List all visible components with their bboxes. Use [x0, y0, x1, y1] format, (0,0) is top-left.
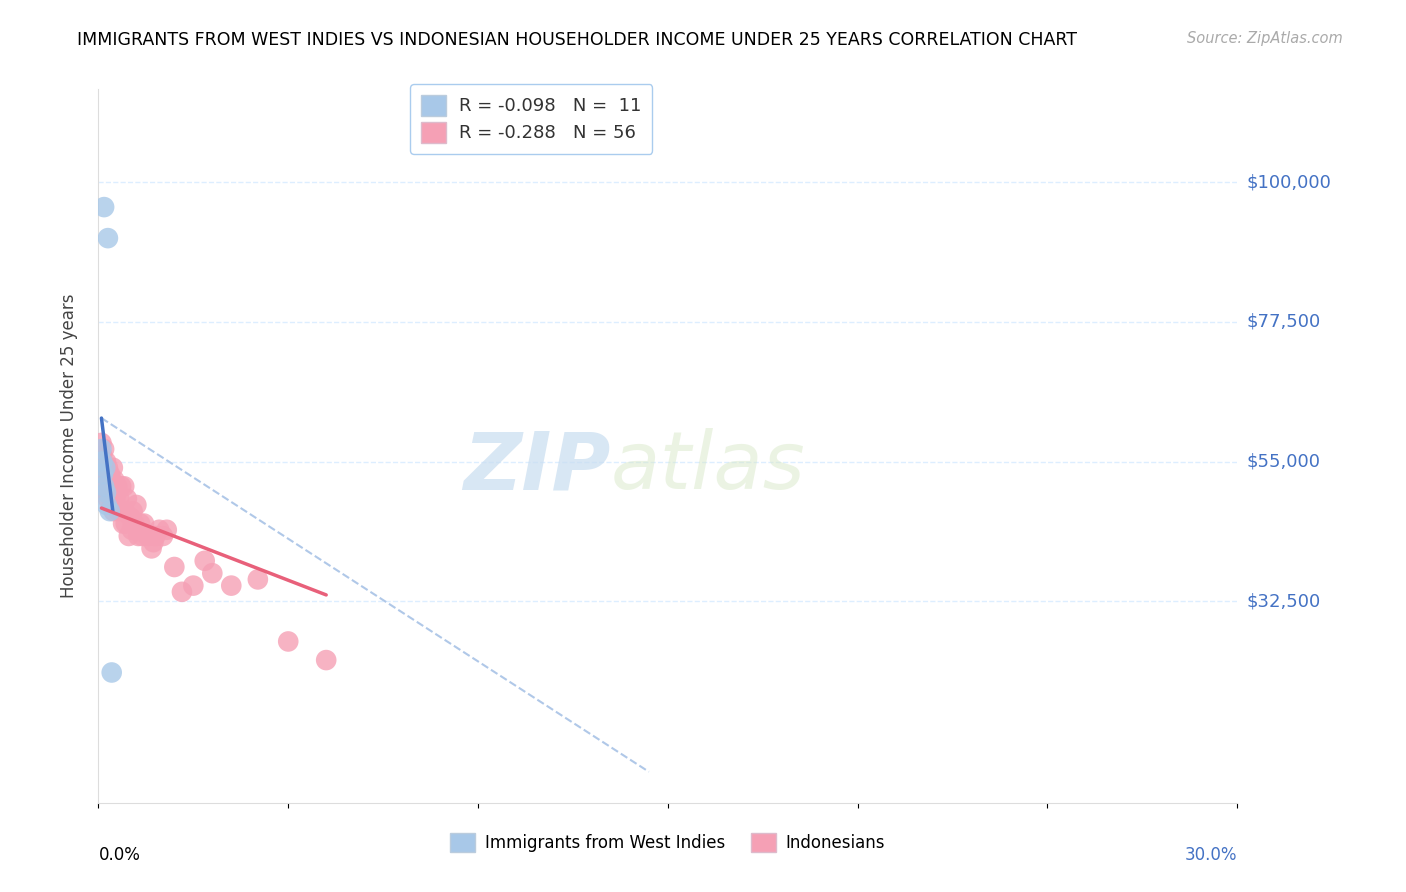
Point [100, 479, 122, 493]
Point [120, 510, 142, 524]
Point [98, 504, 121, 518]
Point [94, 460, 117, 475]
Point [104, 491, 127, 506]
Point [125, 498, 148, 512]
Point [114, 516, 136, 531]
Point [315, 653, 337, 667]
Point [101, 485, 124, 500]
Point [93, 467, 115, 481]
Point [163, 560, 186, 574]
Point [93, 442, 115, 456]
Point [91, 467, 114, 481]
Point [108, 491, 131, 506]
Point [121, 523, 143, 537]
Text: atlas: atlas [612, 428, 806, 507]
Legend: Immigrants from West Indies, Indonesians: Immigrants from West Indies, Indonesians [444, 826, 891, 859]
Point [118, 529, 141, 543]
Point [127, 529, 149, 543]
Point [107, 479, 129, 493]
Point [96, 498, 118, 512]
Text: IMMIGRANTS FROM WEST INDIES VS INDONESIAN HOUSEHOLDER INCOME UNDER 25 YEARS CORR: IMMIGRANTS FROM WEST INDIES VS INDONESIA… [77, 31, 1077, 49]
Y-axis label: Householder Income Under 25 years: Householder Income Under 25 years [59, 293, 77, 599]
Point [94, 454, 117, 468]
Point [132, 516, 155, 531]
Point [131, 529, 153, 543]
Text: $55,000: $55,000 [1246, 452, 1320, 470]
Point [94, 473, 117, 487]
Point [148, 523, 170, 537]
Point [97, 460, 120, 475]
Point [90, 436, 112, 450]
Point [101, 460, 124, 475]
Text: ZIP: ZIP [464, 428, 612, 507]
Point [93, 479, 115, 493]
Text: 30.0%: 30.0% [1185, 846, 1237, 863]
Point [103, 504, 125, 518]
Point [110, 479, 132, 493]
Point [100, 473, 122, 487]
Point [152, 529, 174, 543]
Text: $77,500: $77,500 [1246, 313, 1320, 331]
Point [129, 516, 152, 531]
Point [170, 584, 193, 599]
Point [115, 491, 138, 506]
Text: $100,000: $100,000 [1246, 173, 1331, 191]
Point [96, 485, 118, 500]
Point [183, 579, 205, 593]
Point [103, 473, 125, 487]
Point [110, 504, 132, 518]
Point [156, 523, 179, 537]
Point [112, 479, 135, 493]
Point [121, 504, 143, 518]
Point [145, 529, 167, 543]
Point [100, 498, 122, 512]
Point [90, 442, 112, 456]
Point [107, 504, 129, 518]
Point [114, 504, 136, 518]
Point [221, 579, 243, 593]
Point [112, 516, 135, 531]
Text: Source: ZipAtlas.com: Source: ZipAtlas.com [1187, 31, 1343, 46]
Point [105, 485, 128, 500]
Point [194, 554, 217, 568]
Text: 0.0%: 0.0% [98, 846, 141, 863]
Point [100, 665, 122, 680]
Point [246, 573, 269, 587]
Point [141, 541, 163, 556]
Point [91, 448, 114, 462]
Point [91, 454, 114, 468]
Point [142, 535, 165, 549]
Point [277, 634, 299, 648]
Point [124, 516, 146, 531]
Point [98, 467, 121, 481]
Point [136, 529, 159, 543]
Point [94, 485, 117, 500]
Point [138, 529, 160, 543]
Point [97, 231, 120, 245]
Point [97, 491, 120, 506]
Point [201, 566, 224, 581]
Point [93, 200, 115, 214]
Text: $32,500: $32,500 [1246, 592, 1320, 610]
